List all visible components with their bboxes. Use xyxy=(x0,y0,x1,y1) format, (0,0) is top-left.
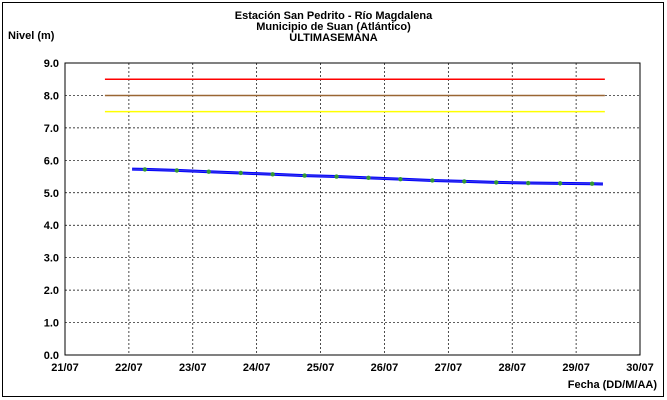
data-point xyxy=(430,178,435,183)
data-point xyxy=(206,169,211,174)
x-tick-label: 30/07 xyxy=(626,362,654,374)
plot-area xyxy=(64,62,641,356)
y-tick-label: 9.0 xyxy=(44,58,59,70)
x-tick-label: 22/07 xyxy=(115,362,143,374)
data-point xyxy=(398,176,403,182)
data-point xyxy=(462,179,467,184)
y-tick-label: 3.0 xyxy=(44,253,59,265)
data-point xyxy=(494,180,499,185)
y-tick-label: 2.0 xyxy=(44,285,59,297)
data-point xyxy=(302,173,307,178)
chart-title: Estación San Pedrito - Río Magdalena xyxy=(234,10,433,22)
x-tick-label: 21/07 xyxy=(51,362,79,374)
y-tick-label: 1.0 xyxy=(44,318,59,330)
chart-subtitle-2: ULTIMASEMANA xyxy=(289,32,378,44)
y-tick-label: 0.0 xyxy=(44,350,59,362)
x-tick-label: 24/07 xyxy=(243,362,271,374)
data-point xyxy=(142,167,148,172)
data-point xyxy=(557,181,563,186)
x-tick-label: 27/07 xyxy=(435,362,463,374)
y-axis-label: Nivel (m) xyxy=(8,30,55,42)
x-tick-label: 25/07 xyxy=(307,362,335,374)
y-tick-label: 6.0 xyxy=(44,155,59,167)
x-tick-label: 29/07 xyxy=(562,362,590,374)
data-point xyxy=(366,175,371,181)
y-tick-label: 8.0 xyxy=(44,90,59,102)
y-tick-label: 5.0 xyxy=(44,188,59,200)
x-axis-label: Fecha (DD/M/AA) xyxy=(567,379,657,391)
data-point xyxy=(334,174,339,179)
data-point xyxy=(525,180,531,186)
x-tick-label: 28/07 xyxy=(498,362,526,374)
y-tick-label: 4.0 xyxy=(44,220,59,232)
chart-subtitle: Municipio de Suan (Atlántico) xyxy=(256,21,411,33)
data-point xyxy=(174,168,180,173)
x-tick-label: 23/07 xyxy=(179,362,207,374)
data-point xyxy=(270,172,275,177)
y-tick-label: 7.0 xyxy=(44,123,59,135)
x-tick-label: 26/07 xyxy=(371,362,399,374)
data-point xyxy=(238,170,243,176)
data-point xyxy=(589,181,595,186)
